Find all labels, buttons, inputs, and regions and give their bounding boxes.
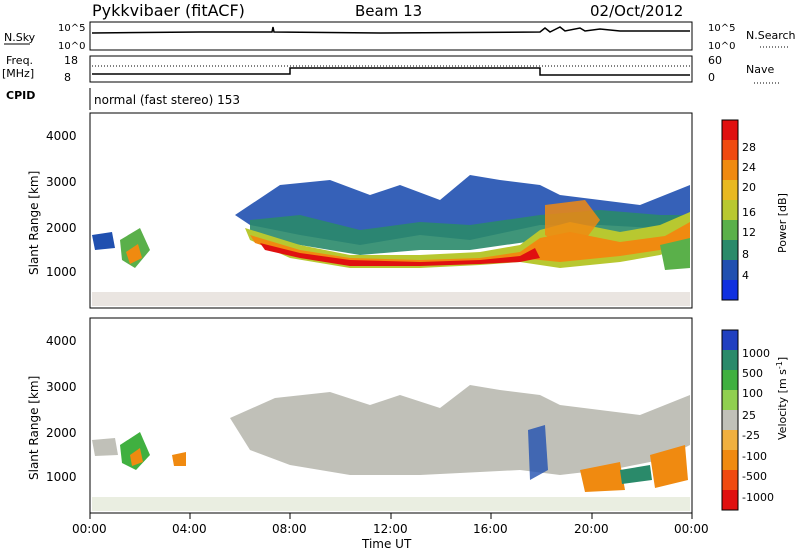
freq-unit: [MHz] (2, 67, 34, 80)
power-ytick-2000: 2000 (46, 221, 77, 235)
velocity-cbar-tick-500: 500 (742, 367, 763, 380)
nsky-tick-bottom: 10^0 (58, 41, 85, 52)
nsky-strip-frame (89, 21, 693, 51)
power-cbar-swatch (722, 260, 738, 281)
power-panel: Slant Range [km] 4000 3000 2000 1000 (27, 112, 693, 309)
nsky-tick-top: 10^5 (58, 23, 85, 34)
velocity-early-core (130, 448, 143, 466)
velocity-cbar-swatch (722, 450, 738, 471)
velocity-cbar-swatch (722, 410, 738, 431)
power-ytick-1000: 1000 (46, 265, 77, 279)
velocity-cbar-tick-1000: 1000 (742, 347, 770, 360)
power-cbar-swatch (722, 240, 738, 261)
velocity-ytick-4000: 4000 (46, 334, 77, 348)
station-title: Pykkvibaer (fitACF) (92, 1, 245, 20)
nsearch-tick-bottom: 10^0 (708, 41, 735, 52)
velocity-cbar-label: Velocity [m s-1] (775, 357, 789, 440)
power-ytick-3000: 3000 (46, 175, 77, 189)
power-right-edge-patch (660, 238, 690, 270)
power-cbar-tick-28: 28 (742, 141, 756, 154)
power-orange-patch (545, 200, 600, 245)
nsky-label: N.Sky (4, 31, 36, 44)
nave-label: Nave (746, 63, 774, 76)
power-noise-strip (92, 292, 690, 306)
freq-tick-top: 18 (64, 54, 78, 67)
freq-tick-bottom: 8 (64, 71, 71, 84)
xtick-0800: 08:00 (272, 522, 307, 536)
power-cbar-swatch (722, 120, 738, 141)
velocity-cbar-swatch (722, 390, 738, 411)
cpid-text: normal (fast stereo) 153 (94, 93, 240, 107)
xtick-1600: 16:00 (473, 522, 508, 536)
velocity-panel: Slant Range [km] 4000 3000 2000 1000 (27, 317, 693, 514)
velocity-cbar-swatch (722, 430, 738, 451)
velocity-small-orange (172, 452, 186, 466)
velocity-cbar-swatch (722, 470, 738, 491)
power-cbar-tick-8: 8 (742, 248, 749, 261)
power-ytick-4000: 4000 (46, 129, 77, 143)
velocity-cbar-swatch (722, 330, 738, 351)
power-colorbar: 28 24 20 16 12 8 4 Power [dB] (721, 119, 789, 301)
nave-tick-top: 60 (708, 54, 722, 67)
velocity-cbar-tick-25: 25 (742, 409, 756, 422)
freq-strip-frame (89, 55, 693, 83)
nsearch-tick-top: 10^5 (708, 23, 735, 34)
power-left-edge (92, 232, 115, 250)
cpid-label: CPID (6, 89, 35, 102)
power-cbar-swatch (722, 220, 738, 241)
power-band-peak (260, 243, 540, 266)
velocity-cbar-tick-m1000: -1000 (742, 491, 774, 504)
power-band-core (250, 222, 690, 264)
xtick-1200: 12:00 (373, 522, 408, 536)
power-early-core (126, 244, 142, 264)
xtick-2000: 20:00 (574, 522, 609, 536)
velocity-green-patch (620, 465, 652, 484)
power-colorbar-frame (721, 119, 739, 301)
velocity-colorbar-frame (721, 329, 739, 511)
velocity-cbar-tick-100: 100 (742, 387, 763, 400)
velocity-blue-patch (528, 425, 548, 480)
nsearch-label: N.Search (746, 29, 796, 42)
beam-title: Beam 13 (355, 2, 422, 20)
power-cbar-swatch (722, 160, 738, 181)
power-cbar-tick-20: 20 (742, 181, 756, 194)
velocity-ylabel: Slant Range [km] (27, 376, 41, 480)
velocity-cbar-tick-m25: -25 (742, 429, 760, 442)
freq-label: Freq. (6, 54, 33, 67)
power-cbar-tick-16: 16 (742, 206, 756, 219)
power-cbar-swatch (722, 200, 738, 221)
velocity-cbar-tick-m100: -100 (742, 450, 767, 463)
xtick-2400: 00:00 (674, 522, 709, 536)
power-cbar-swatch (722, 280, 738, 301)
freq-trace (92, 67, 690, 76)
velocity-orange-patch-2 (650, 445, 688, 488)
nave-tick-bottom: 0 (708, 71, 715, 84)
velocity-cbar-swatch (722, 370, 738, 391)
velocity-cbar-swatch (722, 490, 738, 511)
velocity-ytick-2000: 2000 (46, 426, 77, 440)
velocity-ytick-1000: 1000 (46, 470, 77, 484)
power-cbar-tick-24: 24 (742, 161, 756, 174)
power-ylabel: Slant Range [km] (27, 171, 41, 275)
power-cbar-swatch (722, 180, 738, 201)
power-cbar-tick-12: 12 (742, 226, 756, 239)
xtick-0400: 04:00 (172, 522, 207, 536)
velocity-colorbar: 1000 500 100 25 -25 -100 -500 -1000 Velo… (721, 329, 789, 511)
velocity-left-edge (92, 438, 118, 456)
velocity-ytick-3000: 3000 (46, 380, 77, 394)
power-cbar-tick-4: 4 (742, 269, 749, 282)
x-axis-label: Time UT (361, 537, 412, 551)
velocity-noise-strip (92, 497, 690, 511)
velocity-cbar-tick-m500: -500 (742, 470, 767, 483)
velocity-orange-patch-1 (580, 462, 625, 492)
x-axis: 00:00 04:00 08:00 12:00 16:00 20:00 00:0… (72, 513, 709, 551)
power-cbar-swatch (722, 140, 738, 161)
velocity-cbar-swatch (722, 350, 738, 371)
power-cbar-label: Power [dB] (776, 193, 789, 253)
velocity-ground-scatter (230, 385, 690, 475)
date-title: 02/Oct/2012 (590, 2, 683, 20)
xtick-0000: 00:00 (72, 522, 107, 536)
nsky-trace (91, 26, 690, 34)
